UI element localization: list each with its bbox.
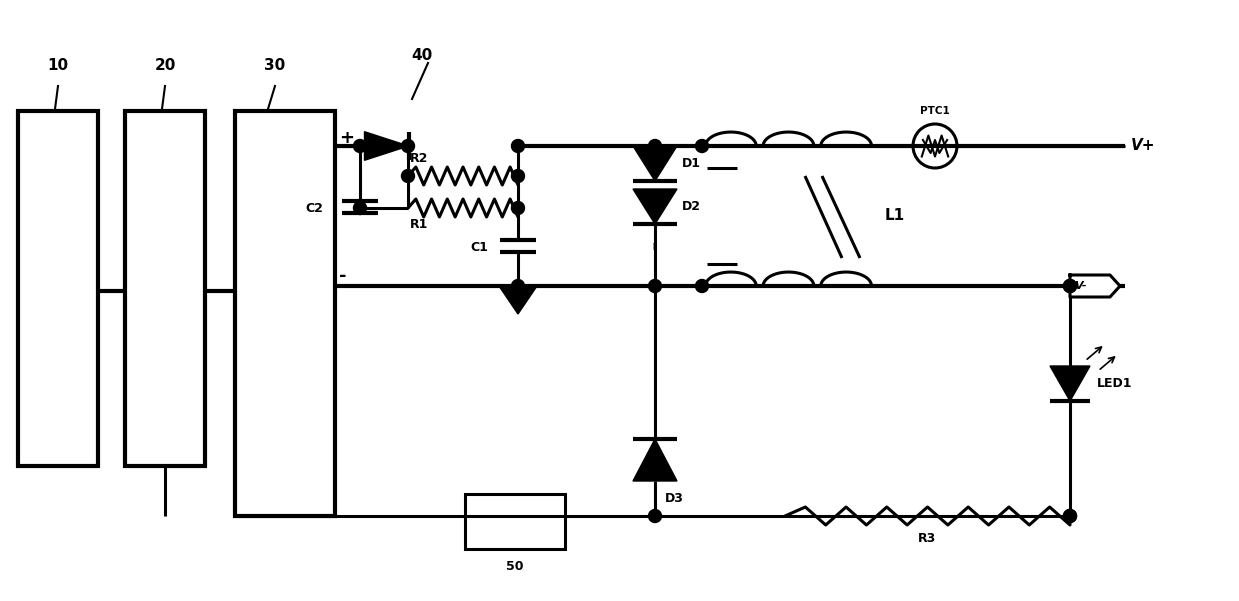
Circle shape bbox=[512, 139, 524, 153]
Circle shape bbox=[1063, 279, 1077, 293]
Text: +: + bbox=[339, 129, 354, 147]
Circle shape bbox=[512, 169, 524, 183]
Circle shape bbox=[353, 139, 367, 153]
Bar bbox=[19, 111, 98, 466]
Bar bbox=[465, 494, 565, 549]
Text: V+: V+ bbox=[1131, 138, 1156, 153]
Bar bbox=[125, 111, 204, 466]
Text: 40: 40 bbox=[411, 49, 432, 64]
Polygon shape bbox=[633, 189, 676, 224]
Polygon shape bbox=[633, 146, 676, 181]
Text: R1: R1 bbox=[410, 219, 429, 231]
Polygon shape bbox=[1049, 366, 1090, 401]
Text: R2: R2 bbox=[410, 153, 429, 165]
Polygon shape bbox=[1070, 275, 1120, 297]
Text: C2: C2 bbox=[305, 203, 323, 216]
Text: R3: R3 bbox=[918, 531, 937, 545]
Circle shape bbox=[512, 201, 524, 215]
Text: C1: C1 bbox=[470, 242, 488, 254]
Circle shape bbox=[1063, 510, 1077, 522]
Circle shape bbox=[695, 139, 709, 153]
Polygon shape bbox=[633, 439, 676, 481]
Text: 20: 20 bbox=[155, 58, 176, 73]
Polygon shape bbox=[499, 286, 536, 314]
Text: D3: D3 bbox=[665, 492, 684, 505]
Text: 10: 10 bbox=[47, 58, 68, 73]
Text: PTC1: PTC1 bbox=[921, 106, 950, 116]
Circle shape bbox=[353, 201, 367, 215]
Circle shape bbox=[1063, 510, 1077, 522]
Text: D1: D1 bbox=[681, 157, 701, 171]
Circle shape bbox=[512, 279, 524, 293]
Text: 30: 30 bbox=[264, 58, 286, 73]
Circle shape bbox=[1063, 279, 1077, 293]
Text: -: - bbox=[339, 267, 347, 285]
Text: L1: L1 bbox=[885, 209, 906, 224]
Text: V-: V- bbox=[1074, 281, 1087, 291]
Bar bbox=[235, 111, 335, 516]
Circle shape bbox=[401, 139, 415, 153]
Text: LED1: LED1 bbox=[1097, 377, 1132, 390]
Circle shape bbox=[648, 510, 662, 522]
Text: D2: D2 bbox=[681, 201, 701, 213]
Circle shape bbox=[401, 169, 415, 183]
Circle shape bbox=[648, 139, 662, 153]
Circle shape bbox=[648, 279, 662, 293]
Text: 50: 50 bbox=[507, 561, 524, 573]
Text: ⬥: ⬥ bbox=[653, 243, 657, 249]
Circle shape bbox=[695, 279, 709, 293]
Polygon shape bbox=[364, 132, 409, 160]
